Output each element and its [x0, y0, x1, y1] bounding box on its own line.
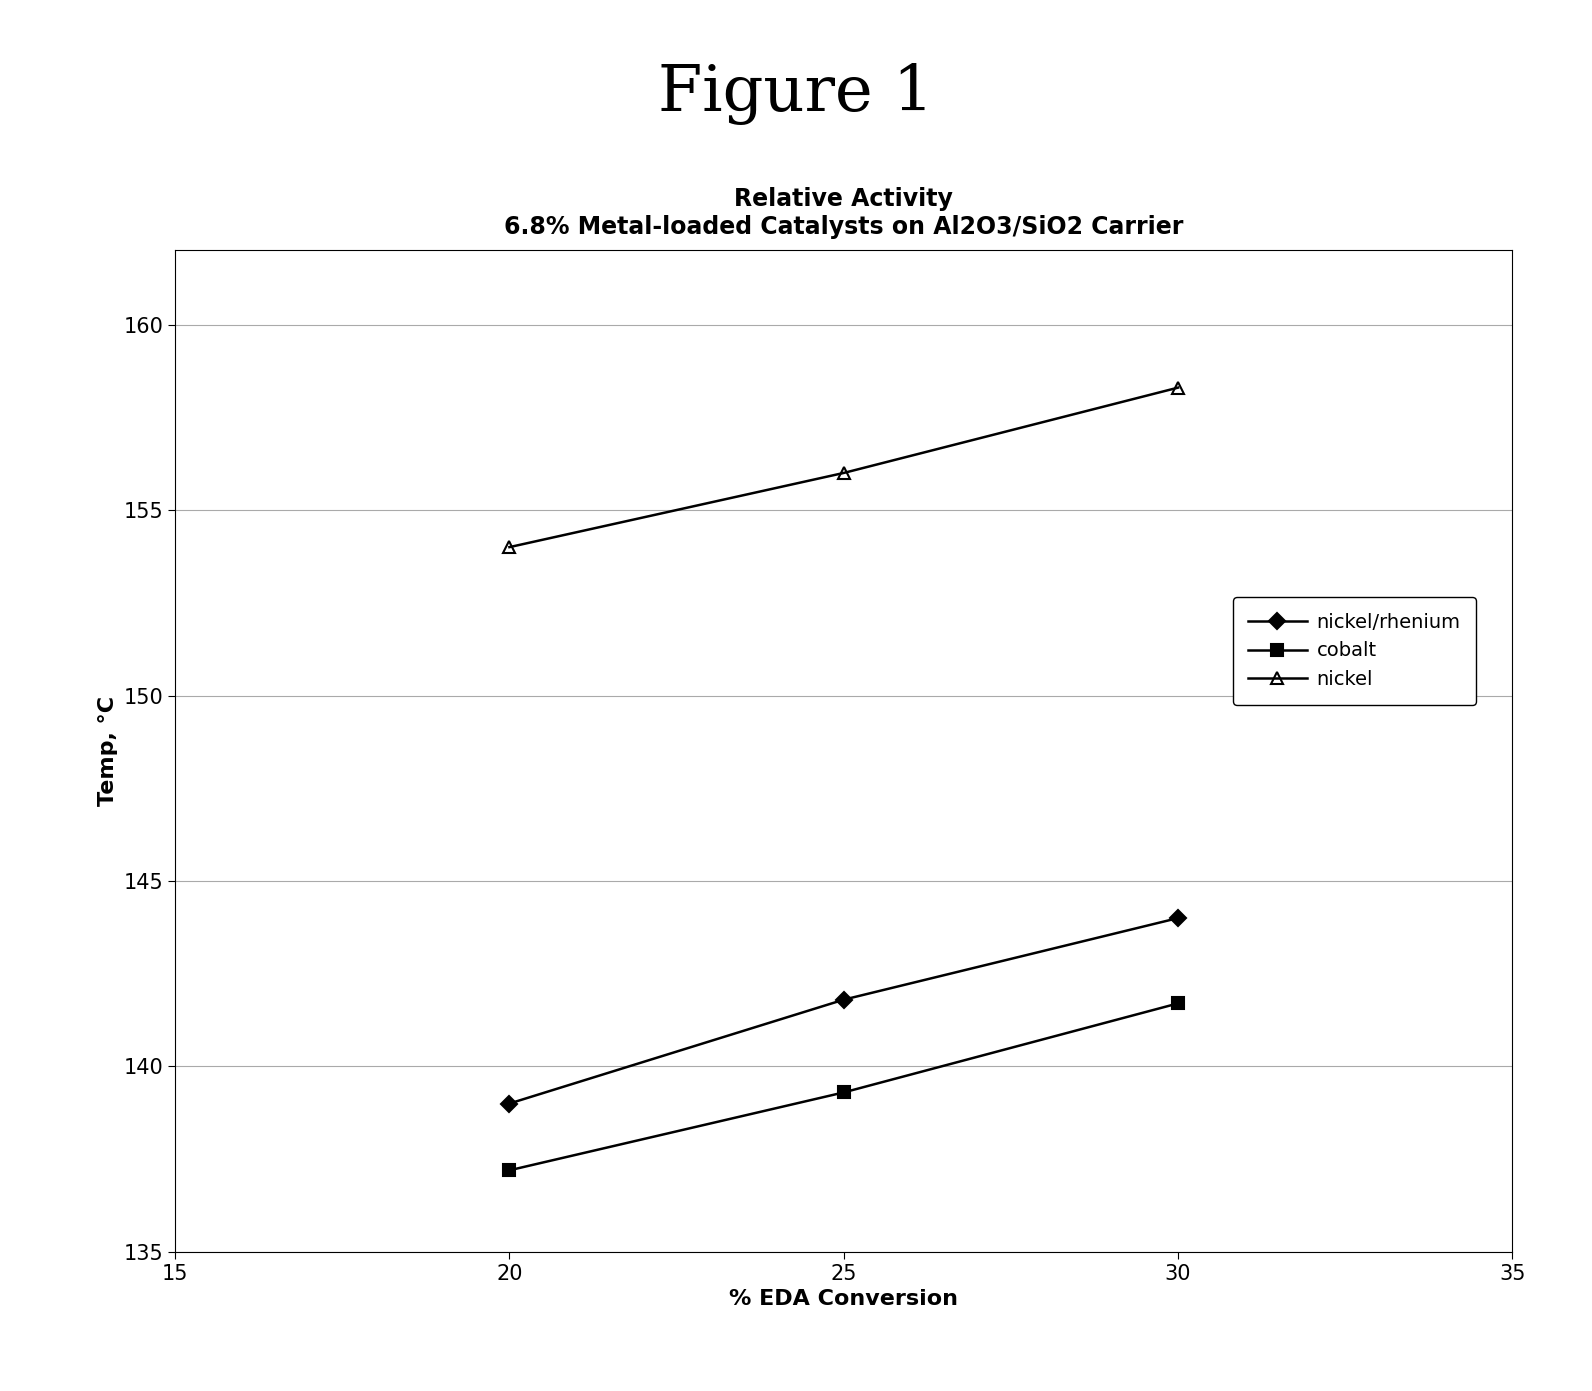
nickel/rhenium	[834, 992, 853, 1008]
nickel/rhenium	[1169, 910, 1188, 926]
Y-axis label: Temp, °C: Temp, °C	[97, 696, 118, 807]
cobalt	[500, 1161, 519, 1178]
Title: Relative Activity
6.8% Metal-loaded Catalysts on Al2O3/SiO2 Carrier: Relative Activity 6.8% Metal-loaded Cata…	[505, 186, 1183, 239]
Line: cobalt: cobalt	[505, 997, 1183, 1175]
nickel	[1169, 380, 1188, 396]
nickel	[834, 465, 853, 481]
cobalt	[1169, 995, 1188, 1011]
cobalt	[834, 1084, 853, 1100]
Legend: nickel/rhenium, cobalt, nickel: nickel/rhenium, cobalt, nickel	[1232, 597, 1476, 705]
Line: nickel/rhenium: nickel/rhenium	[505, 912, 1183, 1109]
Text: Figure 1: Figure 1	[657, 63, 935, 125]
nickel	[500, 538, 519, 555]
nickel/rhenium	[500, 1095, 519, 1111]
Line: nickel: nickel	[503, 381, 1184, 554]
X-axis label: % EDA Conversion: % EDA Conversion	[729, 1289, 958, 1309]
